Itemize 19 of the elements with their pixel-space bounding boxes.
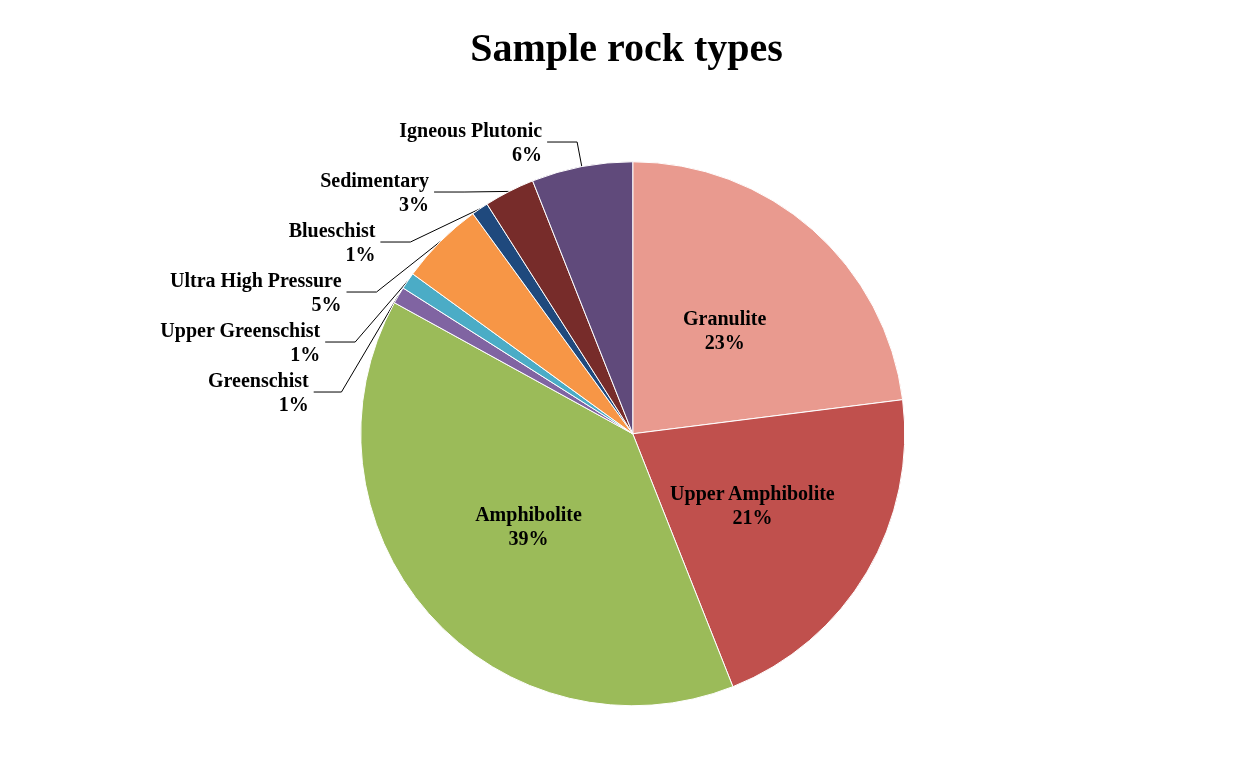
slice-label: Granulite <box>683 306 767 329</box>
data-label: 6% <box>512 143 543 166</box>
slice-label: Upper Amphibolite <box>670 481 835 505</box>
data-label: 1% <box>290 343 321 366</box>
slice-label: Sedimentary <box>320 169 430 193</box>
data-label: 3% <box>399 193 430 216</box>
data-label: 23% <box>704 330 745 353</box>
slice-label: Upper Greenschist <box>160 319 321 343</box>
slice-label: Greenschist <box>207 369 310 392</box>
slice-label: Igneous Plutonic <box>399 119 543 143</box>
data-label: 1% <box>278 393 309 416</box>
data-label: 1% <box>345 243 376 266</box>
chart-title: Sample rock types <box>470 24 783 70</box>
slice-label: Amphibolite <box>475 502 582 526</box>
slice-label: Ultra High Pressure <box>170 269 342 293</box>
data-label: 39% <box>508 526 549 549</box>
data-label: 21% <box>732 505 773 528</box>
data-label: 5% <box>311 293 342 316</box>
slice-label: Blueschist <box>288 219 376 242</box>
